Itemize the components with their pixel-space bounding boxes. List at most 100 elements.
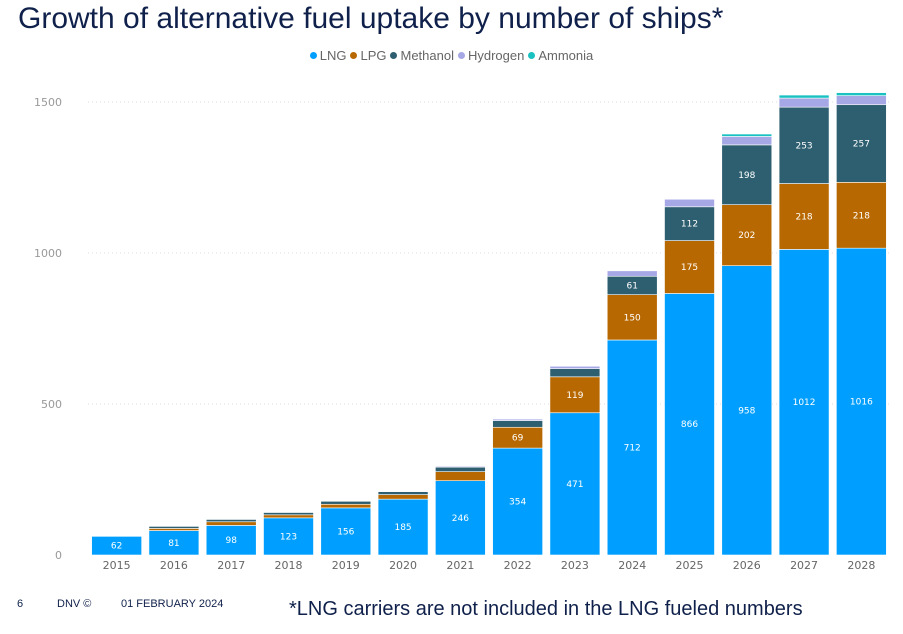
data-label-lng-2022: 354 [509, 498, 526, 508]
legend-label-ammonia: Ammonia [538, 47, 594, 63]
bar-segment-methanol-2023[interactable] [549, 368, 601, 378]
bar-segment-lpg-2023[interactable] [549, 376, 601, 414]
data-label-lpg-2025: 175 [681, 263, 698, 273]
data-label-lng-2026: 958 [738, 406, 755, 416]
bar-segment-lng-2022[interactable] [492, 447, 543, 556]
x-tick-label-2019: 2019 [332, 559, 360, 572]
data-label-methanol-2028: 257 [853, 140, 870, 150]
legend-item-lpg[interactable]: LPG [350, 48, 386, 63]
legend-label-methanol: Methanol [400, 47, 454, 63]
data-label-lng-2016: 81 [168, 539, 179, 549]
bar-segment-lng-2026[interactable] [721, 265, 773, 556]
bar-segment-lpg-2025[interactable] [664, 240, 715, 294]
bar-segment-methanol-2015[interactable] [91, 535, 142, 537]
x-tick-label-2025: 2025 [676, 559, 704, 572]
data-label-methanol-2025: 112 [681, 220, 698, 230]
bar-segment-methanol-2016[interactable] [148, 526, 200, 529]
bar-segment-lpg-2021[interactable] [435, 471, 486, 482]
page-title: Growth of alternative fuel uptake by num… [18, 2, 724, 35]
bar-segment-lng-2019[interactable] [320, 507, 372, 556]
legend-swatch-lng [309, 51, 317, 59]
data-label-lng-2015: 62 [111, 542, 122, 552]
bar-segment-ammonia-2027[interactable] [778, 94, 830, 99]
legend-swatch-ammonia [528, 51, 536, 59]
bar-segment-lpg-2026[interactable] [721, 204, 773, 266]
data-label-lng-2021: 246 [452, 514, 469, 524]
data-label-lng-2028: 1016 [850, 398, 873, 408]
brand-copyright: DNV © [57, 598, 92, 610]
data-label-lng-2017: 98 [225, 536, 237, 546]
bar-segment-hydrogen-2025[interactable] [664, 198, 715, 208]
x-tick-label-2026: 2026 [733, 559, 761, 572]
bar-segment-lng-2023[interactable] [549, 412, 601, 556]
bar-segment-lng-2028[interactable] [836, 247, 887, 556]
bar-segment-methanol-2026[interactable] [721, 144, 773, 205]
bar-segment-methanol-2022[interactable] [492, 420, 543, 428]
data-label-methanol-2027: 253 [795, 141, 812, 151]
stacked-bar-chart: 0 500 1000 1500 62 2015 81 2016 98 2017 123 2018 156… [34, 92, 890, 572]
bar-segment-methanol-2027[interactable] [778, 106, 830, 184]
bar-segment-lpg-2016[interactable] [148, 528, 200, 531]
data-label-methanol-2026: 198 [738, 171, 755, 181]
legend-item-lng[interactable]: LNG [309, 48, 346, 63]
bar-segment-lpg-2027[interactable] [778, 183, 830, 250]
bar-segment-lpg-2020[interactable] [377, 494, 429, 500]
data-label-lpg-2028: 218 [853, 211, 870, 221]
bar-segment-hydrogen-2022[interactable] [492, 418, 543, 421]
bar-segment-methanol-2020[interactable] [377, 491, 429, 495]
data-label-methanol-2024: 61 [626, 281, 637, 291]
legend-label-hydrogen: Hydrogen [467, 47, 525, 63]
bar-segment-lng-2020[interactable] [377, 498, 429, 556]
data-label-lpg-2026: 202 [738, 231, 755, 241]
x-tick-label-2015: 2015 [103, 559, 131, 572]
data-label-lng-2018: 123 [280, 532, 297, 542]
legend-item-ammonia[interactable]: Ammonia [528, 48, 593, 63]
legend-swatch-methanol [390, 51, 398, 59]
legend-item-methanol[interactable]: Methanol [390, 47, 454, 63]
data-label-lpg-2027: 218 [795, 212, 812, 222]
data-label-lng-2027: 1012 [793, 398, 816, 408]
bar-segment-ammonia-2028[interactable] [836, 92, 887, 96]
bar-segment-ammonia-2026[interactable] [721, 133, 773, 137]
bar-segment-hydrogen-2026[interactable] [721, 136, 773, 146]
bar-segment-methanol-2017[interactable] [205, 519, 257, 523]
x-tick-label-2027: 2027 [790, 559, 818, 572]
bar-segment-lpg-2017[interactable] [205, 521, 257, 526]
bar-segment-hydrogen-2027[interactable] [778, 97, 830, 108]
x-tick-label-2020: 2020 [389, 559, 417, 572]
x-tick-label-2023: 2023 [561, 559, 589, 572]
bar-segment-methanol-2019[interactable] [320, 500, 372, 505]
bar-segment-lng-2021[interactable] [435, 480, 486, 556]
x-tick-label-2022: 2022 [504, 559, 532, 572]
footnote: *LNG carriers are not included in the LN… [289, 598, 803, 620]
bar-segment-lpg-2028[interactable] [836, 182, 887, 249]
x-tick-label-2024: 2024 [618, 559, 646, 572]
bar-segment-methanol-2018[interactable] [263, 512, 314, 516]
x-tick-label-2018: 2018 [275, 559, 303, 572]
bar-segment-lpg-2018[interactable] [263, 514, 314, 519]
bar-segment-lpg-2019[interactable] [320, 503, 372, 509]
legend-item-hydrogen[interactable]: Hydrogen [457, 47, 525, 63]
bar-segment-hydrogen-2020[interactable] [377, 490, 429, 492]
x-tick-label-2017: 2017 [217, 559, 245, 572]
data-label-lng-2023: 471 [566, 480, 583, 490]
bar-segment-hydrogen-2024[interactable] [606, 270, 658, 277]
y-tick-label: 1500 [34, 96, 62, 109]
legend-swatch-hydrogen [457, 51, 465, 59]
chart-legend: LNG LPG Methanol Hydrogen Ammonia [0, 46, 903, 64]
bar-segment-methanol-2021[interactable] [435, 466, 486, 472]
bar-segment-lng-2024[interactable] [606, 339, 658, 556]
y-tick-label: 1000 [34, 247, 62, 260]
bar-segment-hydrogen-2023[interactable] [549, 365, 601, 369]
footer-date: 01 FEBRUARY 2024 [121, 598, 224, 610]
bar-segment-hydrogen-2028[interactable] [836, 95, 887, 106]
bar-segment-hydrogen-2019[interactable] [320, 500, 372, 502]
x-tick-label-2016: 2016 [160, 559, 188, 572]
y-tick-label: 500 [41, 398, 62, 411]
data-label-lng-2025: 866 [681, 420, 698, 430]
data-label-lpg-2022: 69 [512, 434, 524, 444]
bar-segment-lng-2025[interactable] [664, 293, 715, 556]
data-label-lpg-2024: 150 [624, 313, 641, 323]
bar-segment-lng-2027[interactable] [778, 249, 830, 556]
bar-segment-hydrogen-2021[interactable] [435, 465, 486, 468]
